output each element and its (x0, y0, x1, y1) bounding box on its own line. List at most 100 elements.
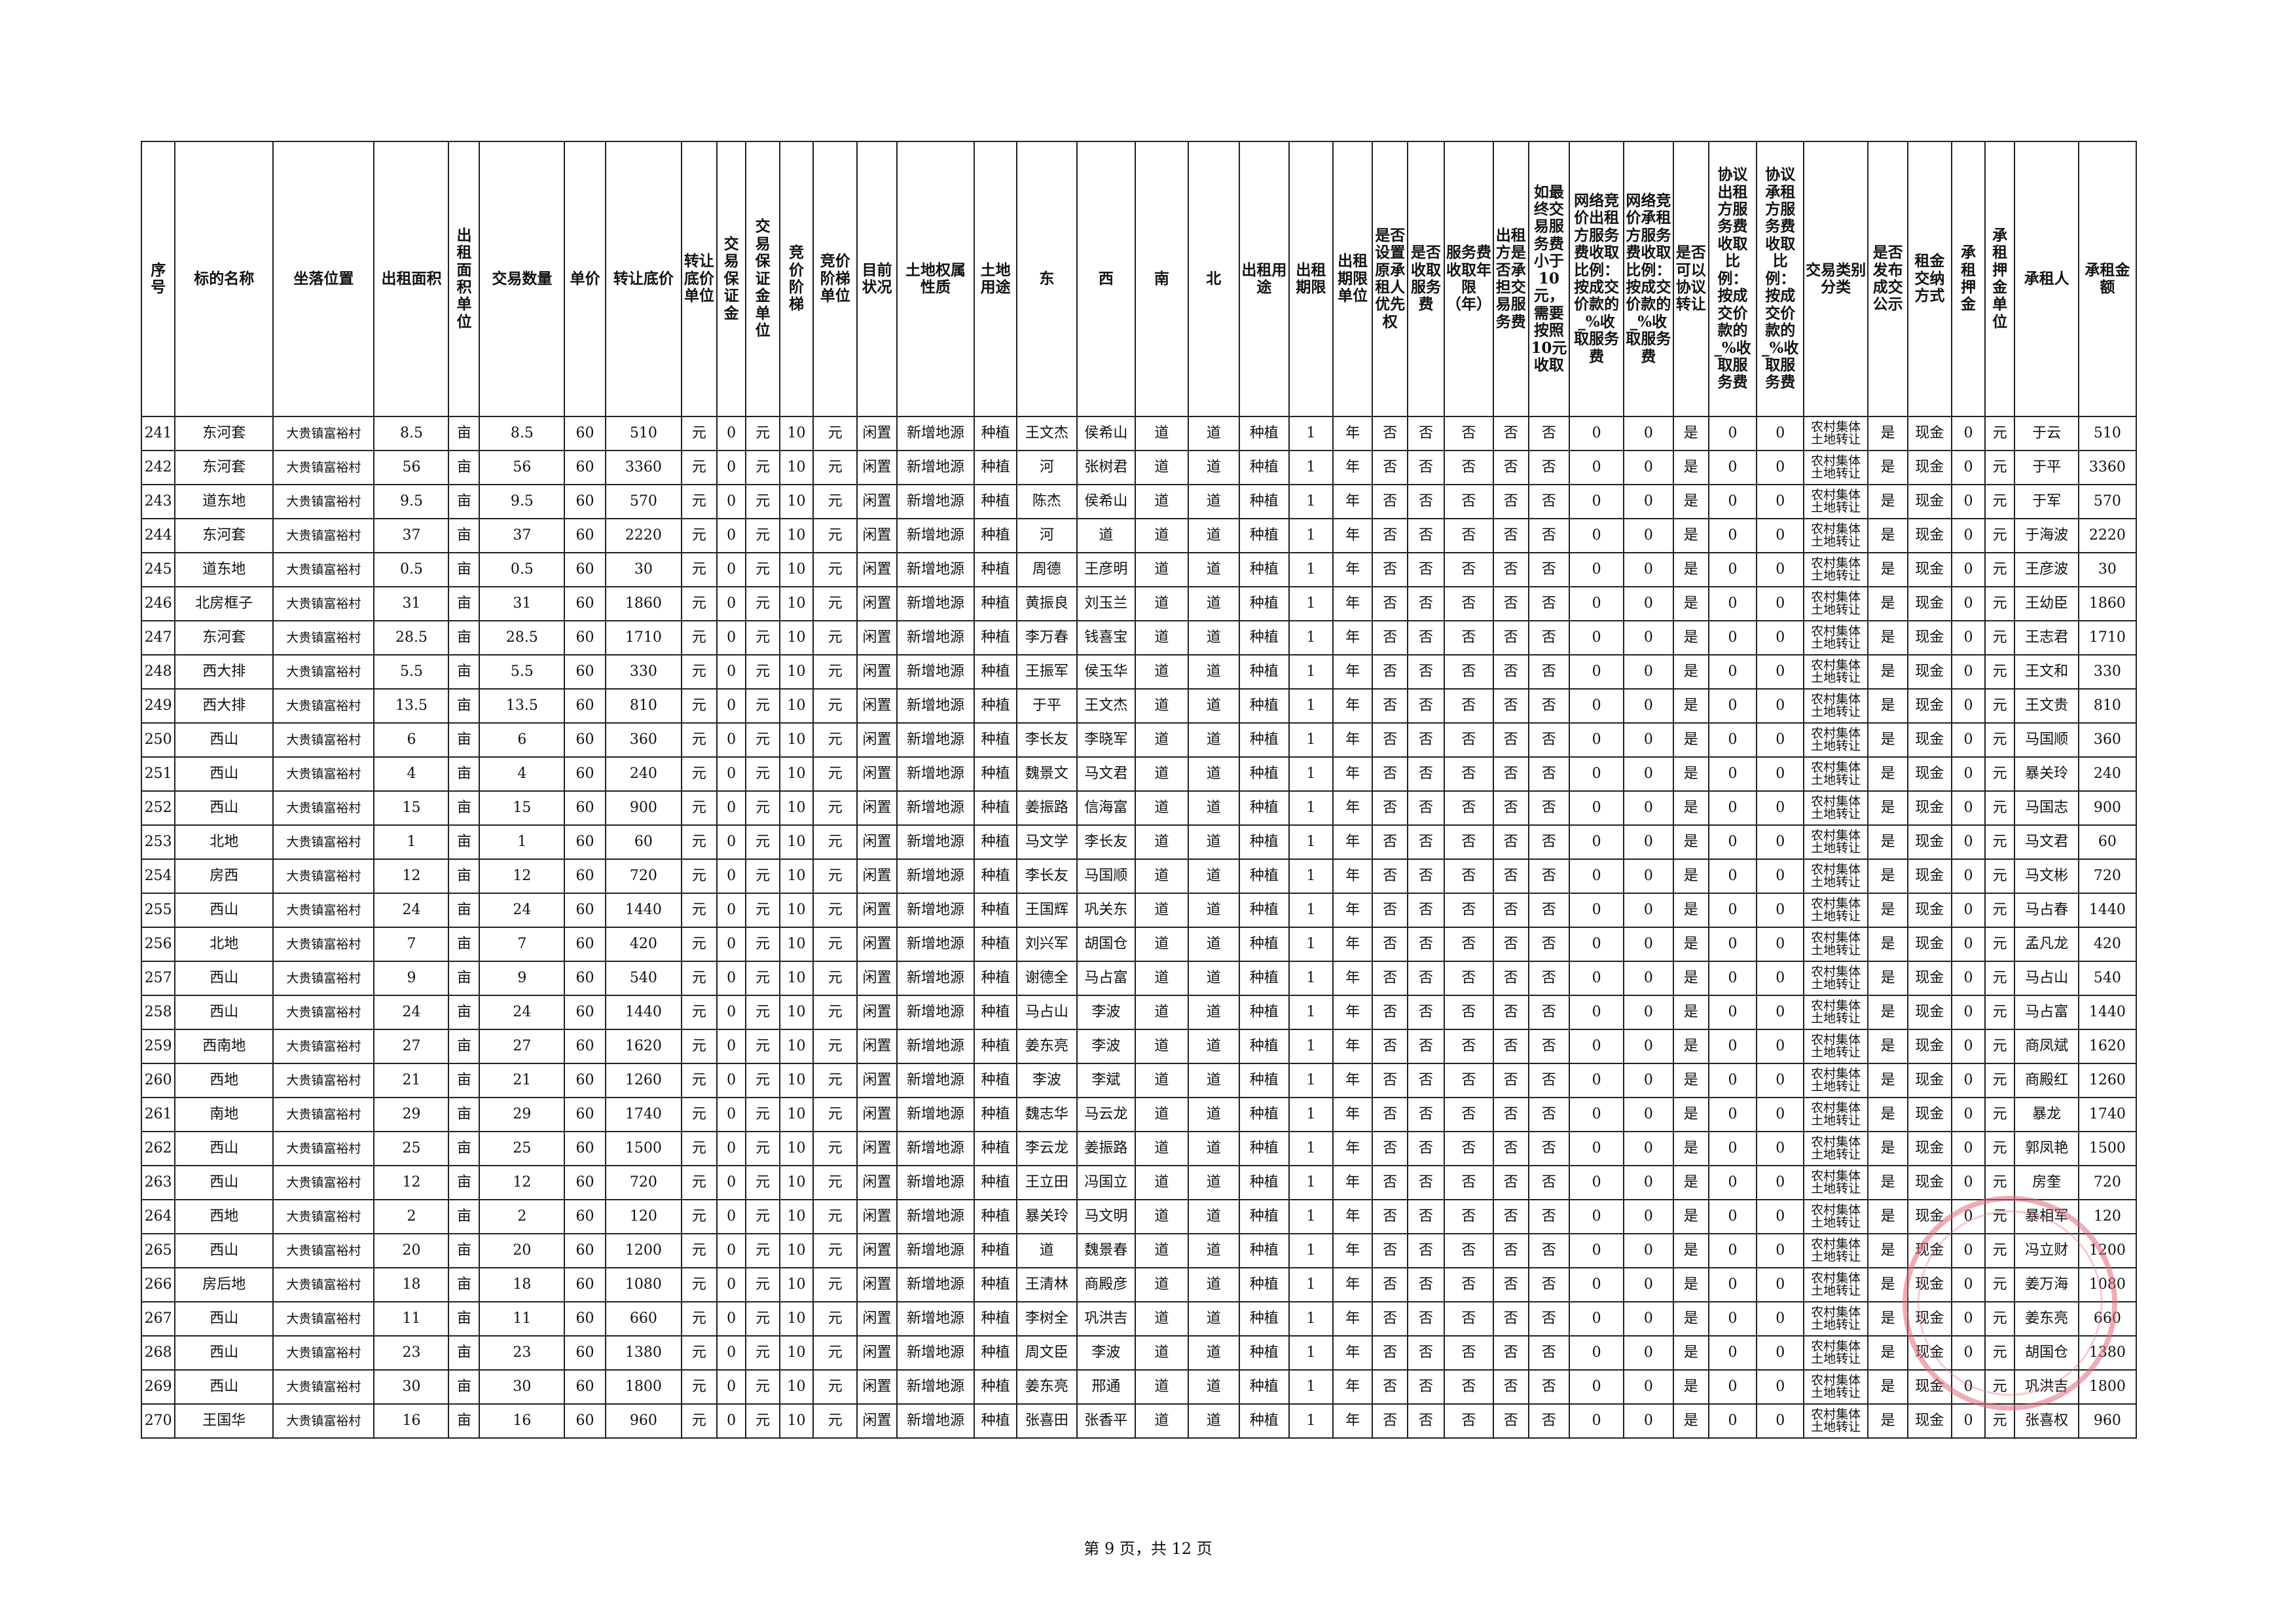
table-cell: 否 (1443, 688, 1494, 724)
table-cell: 否 (1372, 1131, 1409, 1166)
table-cell: 种植 (1238, 893, 1290, 928)
table-cell: 3360 (604, 450, 683, 485)
table-cell: 否 (1527, 1335, 1571, 1371)
table-cell: 250 (140, 722, 176, 758)
column-header: 坐落位置 (272, 141, 375, 417)
column-header: 承租押金单位 (1984, 141, 2015, 417)
table-cell: 1 (1288, 1369, 1334, 1405)
table-cell: 马文君 (2013, 824, 2080, 860)
table-cell: 0 (1950, 1029, 1986, 1064)
table-cell: 否 (1492, 927, 1529, 962)
table-cell: 道 (1135, 484, 1189, 519)
table-cell: 0 (1569, 1097, 1624, 1132)
table-cell: 亩 (448, 995, 481, 1030)
table-cell: 0 (1756, 1267, 1804, 1302)
table-cell: 亩 (448, 586, 481, 621)
table-cell: 0 (1950, 1097, 1986, 1132)
table-cell: 闲置 (856, 688, 898, 724)
table-cell: 0 (1756, 620, 1804, 655)
table-cell: 种植 (1238, 961, 1290, 996)
table-cell: 是 (1867, 1301, 1908, 1337)
table-cell: 0 (1950, 1165, 1986, 1200)
table-cell: 年 (1332, 1267, 1374, 1302)
table-cell: 0 (1950, 1335, 1986, 1371)
table-cell: 0 (1756, 790, 1804, 826)
table-cell: 10 (778, 858, 814, 894)
table-cell: 11 (479, 1301, 566, 1337)
table-cell: 否 (1492, 450, 1529, 485)
table-cell: 闲置 (856, 1335, 898, 1371)
table-cell: 元 (812, 756, 858, 792)
table-cell: 元 (812, 1335, 858, 1371)
table-cell: 6 (373, 722, 450, 758)
table-cell: 否 (1443, 961, 1494, 996)
table-cell: 于平 (1016, 688, 1078, 724)
table-cell: 0 (716, 416, 747, 451)
table-cell: 0 (1756, 1301, 1804, 1337)
table-cell: 种植 (974, 620, 1017, 655)
table-cell: 商殿红 (2013, 1063, 2080, 1098)
table-cell: 种植 (974, 858, 1017, 894)
table-cell: 东河套 (174, 620, 274, 655)
table-cell: 元 (745, 518, 780, 553)
table-cell: 1 (1288, 756, 1334, 792)
table-cell: 24 (479, 893, 566, 928)
table-cell: 道 (1187, 1369, 1240, 1405)
table-cell: 马国志 (2013, 790, 2080, 826)
table-cell: 0 (1622, 927, 1674, 962)
table-cell: 243 (140, 484, 176, 519)
table-cell: 570 (604, 484, 683, 519)
table-cell: 元 (745, 1029, 780, 1064)
table-row: 245 道东地 大贵镇富裕村 0.5 亩 0.5 60 30 元 0 元 10 元闲置 新增地源 种植 周德王… (140, 552, 2137, 587)
table-cell: 种植 (1238, 1199, 1290, 1234)
table-cell: 248 (140, 654, 176, 690)
column-header: 序号 (140, 141, 176, 417)
table-cell: 元 (681, 450, 718, 485)
table-cell: 0 (1707, 858, 1758, 894)
table-cell: 元 (745, 1267, 780, 1302)
table-cell: 元 (681, 756, 718, 792)
column-header: 单价 (564, 141, 606, 417)
table-cell: 否 (1492, 1369, 1529, 1405)
table-cell: 元 (812, 450, 858, 485)
table-cell: 0 (1622, 1369, 1674, 1405)
table-cell: 种植 (1238, 1233, 1290, 1268)
table-cell: 种植 (974, 1403, 1017, 1439)
column-header: 竞价阶梯单位 (812, 141, 858, 417)
table-cell: 道 (1135, 790, 1189, 826)
table-cell: 60 (564, 927, 606, 962)
table-cell: 660 (604, 1301, 683, 1337)
table-cell: 闲置 (856, 858, 898, 894)
column-header: 网络竞价出租方服务费收取比例：按成交价款的_%收取服务费 (1569, 141, 1624, 417)
column-header: 租金交纳方式 (1906, 141, 1952, 417)
table-cell: 1 (1288, 1063, 1334, 1098)
table-cell: 种植 (1238, 1267, 1290, 1302)
table-cell: 0 (1569, 1131, 1624, 1166)
table-cell: 0 (1622, 1199, 1674, 1234)
table-cell: 否 (1443, 518, 1494, 553)
table-cell: 道 (1187, 961, 1240, 996)
table-cell: 否 (1527, 722, 1571, 758)
table-row: 266 房后地 大贵镇富裕村 18 亩 18 60 1080 元 0 元 10 元闲置 新增地源 种植 王清林… (140, 1267, 2137, 1302)
table-cell: 道 (1135, 858, 1189, 894)
table-cell: 新增地源 (896, 995, 975, 1030)
table-cell: 0 (1707, 688, 1758, 724)
table-cell: 否 (1492, 995, 1529, 1030)
table-cell: 农村集体土地转让 (1802, 586, 1869, 621)
table-cell: 0 (1707, 722, 1758, 758)
table-cell: 道 (1135, 1097, 1189, 1132)
table-cell: 是 (1867, 927, 1908, 962)
table-cell: 陈杰 (1016, 484, 1078, 519)
table-cell: 否 (1372, 1233, 1409, 1268)
table-cell: 1 (1288, 1029, 1334, 1064)
table-cell: 0 (1756, 756, 1804, 792)
table-cell: 元 (1984, 620, 2015, 655)
table-cell: 大贵镇富裕村 (272, 552, 375, 587)
table-cell: 元 (681, 688, 718, 724)
table-cell: 农村集体土地转让 (1802, 824, 1869, 860)
table-cell: 农村集体土地转让 (1802, 450, 1869, 485)
data-table: 序号 标的名称 坐落位置 出租面积 出租面积单位 交易数量 单价 转让底价 转让底价单位 交易保证… (140, 141, 2137, 1439)
table-cell: 李云龙 (1016, 1131, 1078, 1166)
table-cell: 0 (1622, 824, 1674, 860)
table-cell: 否 (1372, 995, 1409, 1030)
